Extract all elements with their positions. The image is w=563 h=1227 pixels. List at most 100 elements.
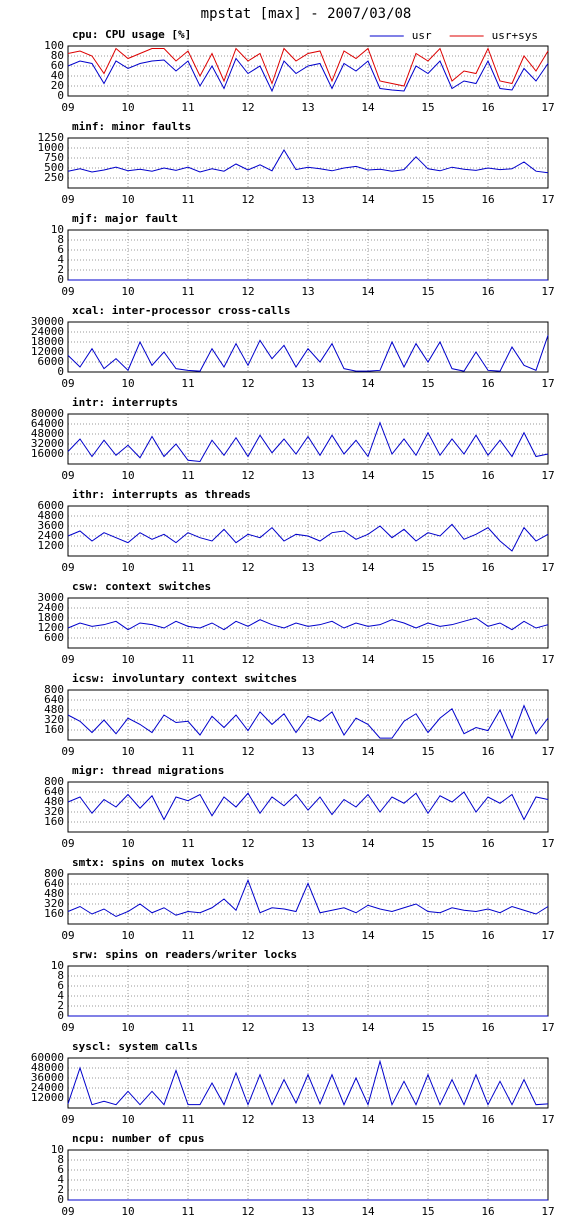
panel-title: migr: thread migrations <box>72 764 224 777</box>
x-tick-label: 14 <box>361 285 375 298</box>
y-tick-label: 0 <box>57 365 64 378</box>
series-line <box>67 47 549 87</box>
y-tick-label: 16000 <box>31 447 64 460</box>
x-tick-label: 16 <box>481 285 494 298</box>
plot-frame <box>67 413 549 465</box>
y-tick-label: 500 <box>44 161 64 174</box>
x-tick-label: 09 <box>61 837 74 850</box>
x-tick-label: 16 <box>481 653 494 666</box>
x-tick-label: 16 <box>481 745 494 758</box>
x-tick-label: 15 <box>421 561 434 574</box>
x-tick-label: 09 <box>61 285 74 298</box>
x-tick-label: 14 <box>361 653 375 666</box>
plot-frame <box>67 321 549 373</box>
x-tick-label: 13 <box>301 101 314 114</box>
x-tick-label: 13 <box>301 653 314 666</box>
y-tick-label: 6 <box>57 979 64 992</box>
y-tick-label: 640 <box>44 693 64 706</box>
y-tick-label: 100 <box>44 39 64 52</box>
x-tick-label: 13 <box>301 561 314 574</box>
x-tick-label: 11 <box>181 377 194 390</box>
x-tick-label: 09 <box>61 469 74 482</box>
x-tick-label: 09 <box>61 745 74 758</box>
x-tick-label: 12 <box>241 837 254 850</box>
x-tick-label: 13 <box>301 745 314 758</box>
x-tick-label: 12 <box>241 653 254 666</box>
y-tick-label: 480 <box>44 703 64 716</box>
x-tick-label: 12 <box>241 745 254 758</box>
panel-title: ncpu: number of cpus <box>72 1132 204 1145</box>
y-tick-label: 2 <box>57 999 64 1012</box>
y-tick-label: 2 <box>57 263 64 276</box>
panel-title: smtx: spins on mutex locks <box>72 856 244 869</box>
x-tick-label: 15 <box>421 469 434 482</box>
x-tick-label: 16 <box>481 1113 494 1126</box>
x-tick-label: 15 <box>421 285 434 298</box>
x-tick-label: 15 <box>421 1021 434 1034</box>
x-tick-label: 11 <box>181 837 194 850</box>
y-tick-label: 6000 <box>38 499 65 512</box>
x-tick-label: 16 <box>481 929 494 942</box>
x-tick-label: 17 <box>541 745 554 758</box>
x-tick-label: 14 <box>361 745 375 758</box>
x-tick-label: 10 <box>121 561 134 574</box>
x-tick-label: 14 <box>361 1113 375 1126</box>
x-tick-label: 16 <box>481 377 494 390</box>
y-tick-label: 1200 <box>38 621 65 634</box>
panel-title: csw: context switches <box>72 580 211 593</box>
x-tick-label: 09 <box>61 1205 74 1218</box>
x-tick-label: 16 <box>481 193 494 206</box>
legend-label: usr <box>412 29 432 42</box>
x-tick-label: 12 <box>241 285 254 298</box>
y-tick-label: 6000 <box>38 355 65 368</box>
x-tick-label: 09 <box>61 1021 74 1034</box>
x-tick-label: 14 <box>361 1021 375 1034</box>
x-tick-label: 12 <box>241 561 254 574</box>
x-tick-label: 17 <box>541 653 554 666</box>
y-tick-label: 80000 <box>31 407 64 420</box>
x-tick-label: 17 <box>541 929 554 942</box>
y-tick-label: 600 <box>44 631 64 644</box>
y-tick-label: 8 <box>57 969 64 982</box>
series-line <box>67 149 549 174</box>
x-tick-label: 11 <box>181 745 194 758</box>
x-tick-label: 10 <box>121 193 134 206</box>
series-line <box>67 1059 549 1107</box>
x-tick-label: 12 <box>241 377 254 390</box>
series-line <box>67 421 549 463</box>
x-tick-label: 10 <box>121 469 134 482</box>
x-tick-label: 13 <box>301 1021 314 1034</box>
y-tick-label: 60000 <box>31 1051 64 1064</box>
x-tick-label: 17 <box>541 1205 554 1218</box>
x-tick-label: 12 <box>241 1113 254 1126</box>
series-line <box>67 878 549 918</box>
x-tick-label: 09 <box>61 561 74 574</box>
x-tick-label: 17 <box>541 377 554 390</box>
series-line <box>67 704 549 740</box>
y-tick-label: 480 <box>44 795 64 808</box>
x-tick-label: 15 <box>421 653 434 666</box>
y-tick-label: 0 <box>57 1193 64 1206</box>
y-tick-label: 40 <box>51 69 64 82</box>
x-tick-label: 17 <box>541 837 554 850</box>
plot-frame <box>67 1057 549 1109</box>
x-tick-label: 10 <box>121 745 134 758</box>
x-tick-label: 13 <box>301 377 314 390</box>
x-tick-label: 11 <box>181 285 194 298</box>
legend-label: usr+sys <box>492 29 538 42</box>
y-tick-label: 1250 <box>38 131 65 144</box>
x-tick-label: 13 <box>301 1205 314 1218</box>
panel-title: srw: spins on readers/writer locks <box>72 948 297 961</box>
x-tick-label: 09 <box>61 101 74 114</box>
panel-title: syscl: system calls <box>72 1040 198 1053</box>
y-tick-label: 64000 <box>31 417 64 430</box>
y-tick-label: 48000 <box>31 427 64 440</box>
y-tick-label: 640 <box>44 785 64 798</box>
x-tick-label: 15 <box>421 1113 434 1126</box>
y-tick-label: 320 <box>44 713 64 726</box>
panel-title: icsw: involuntary context switches <box>72 672 297 685</box>
y-tick-label: 0 <box>57 1009 64 1022</box>
x-tick-label: 10 <box>121 653 134 666</box>
x-tick-label: 13 <box>301 1113 314 1126</box>
